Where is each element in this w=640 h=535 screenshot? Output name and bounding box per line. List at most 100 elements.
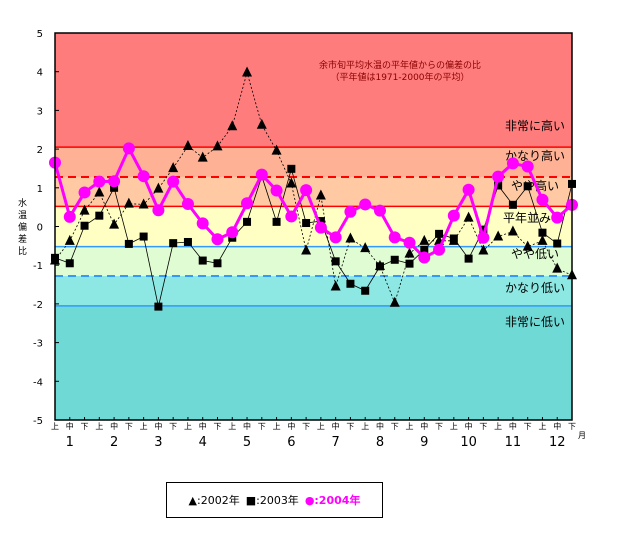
- band-2: [55, 176, 572, 207]
- point-2003: [213, 259, 222, 268]
- x-dekad-label: 中: [66, 421, 74, 431]
- point-2002: [419, 234, 430, 245]
- point-2002: [227, 120, 238, 131]
- y-tick-label: 0: [37, 223, 43, 234]
- point-2002: [463, 211, 474, 222]
- band-6: [55, 305, 572, 420]
- point-2003: [508, 200, 517, 209]
- x-month-label: 5: [243, 435, 251, 450]
- x-dekad-label: 中: [199, 421, 207, 431]
- point-2004: [255, 168, 268, 181]
- point-2004: [477, 231, 490, 244]
- point-2004: [211, 233, 224, 246]
- x-dekad-label: 上: [494, 422, 502, 431]
- point-2002: [345, 232, 356, 243]
- point-2002: [271, 144, 282, 155]
- point-2003: [538, 228, 547, 237]
- point-2003: [420, 245, 429, 254]
- x-dekad-label: 上: [228, 422, 236, 431]
- x-dekad-label: 下: [169, 422, 177, 431]
- point-2002: [182, 140, 193, 151]
- x-month-label: 11: [505, 435, 522, 450]
- point-2003: [523, 182, 532, 191]
- point-2003: [464, 254, 473, 263]
- point-2004: [152, 204, 165, 217]
- x-dekad-label: 中: [553, 421, 561, 431]
- x-month-label: 6: [287, 435, 295, 450]
- x-dekad-label: 上: [406, 422, 414, 431]
- x-dekad-label: 下: [346, 422, 354, 431]
- point-2002: [389, 296, 400, 307]
- y-tick-label: -5: [33, 416, 43, 427]
- point-2003: [494, 181, 503, 190]
- point-2002: [537, 234, 548, 245]
- point-2003: [553, 239, 562, 248]
- x-dekad-label: 上: [538, 422, 546, 431]
- legend-2002: ▲:2002年: [188, 494, 240, 507]
- point-2004: [63, 210, 76, 223]
- point-2003: [169, 239, 178, 248]
- y-tick-label: -2: [33, 300, 43, 311]
- x-month-label: 9: [420, 435, 428, 450]
- point-2004: [447, 209, 460, 222]
- y-tick-label: -4: [33, 377, 43, 388]
- point-2004: [285, 210, 298, 223]
- point-2003: [139, 232, 148, 241]
- x-month-label: 8: [376, 435, 384, 450]
- x-dekad-label: 下: [213, 422, 221, 431]
- x-dekad-label: 下: [302, 422, 310, 431]
- point-2004: [241, 197, 254, 210]
- series-line: [54, 70, 573, 304]
- point-2004: [388, 231, 401, 244]
- point-2004: [329, 231, 342, 244]
- point-2003: [449, 234, 458, 243]
- point-2002: [123, 197, 134, 208]
- x-dekad-label: 上: [51, 422, 59, 431]
- point-2003: [346, 279, 355, 288]
- point-2004: [506, 157, 519, 170]
- legend: ▲:2002年 ■:2003年 ●:2004年: [166, 482, 383, 518]
- x-dekad-label: 下: [391, 422, 399, 431]
- point-2002: [522, 240, 533, 251]
- point-2003: [65, 259, 74, 268]
- point-2004: [344, 205, 357, 218]
- point-2002: [256, 118, 267, 129]
- point-2003: [479, 225, 488, 234]
- point-2004: [270, 184, 283, 197]
- band-label: 平年並み: [503, 211, 551, 225]
- x-dekad-label: 下: [568, 422, 576, 431]
- point-2002: [64, 234, 75, 245]
- x-unit-label: 月: [578, 431, 586, 440]
- chart-title: 余市旬平均水温の平年値からの偏差の比: [319, 59, 481, 71]
- x-dekad-label: 上: [140, 422, 148, 431]
- x-dekad-label: 中: [287, 421, 295, 431]
- point-2003: [198, 256, 207, 265]
- x-dekad-label: 上: [317, 422, 325, 431]
- x-month-label: 1: [66, 435, 74, 450]
- point-2002: [138, 198, 149, 209]
- point-2004: [314, 221, 327, 234]
- x-dekad-label: 下: [81, 422, 89, 431]
- band-label: 非常に高い: [505, 118, 565, 133]
- y-tick-label: 1: [37, 184, 43, 195]
- legend-2003: ■:2003年: [245, 494, 299, 507]
- point-2003: [390, 255, 399, 264]
- x-dekad-label: 上: [95, 422, 103, 431]
- point-2004: [93, 175, 106, 188]
- point-2003: [331, 257, 340, 266]
- point-2002: [404, 247, 415, 258]
- point-2002: [94, 186, 105, 197]
- point-2004: [167, 175, 180, 188]
- x-month-label: 7: [332, 435, 340, 450]
- point-2002: [552, 262, 563, 273]
- point-2003: [243, 217, 252, 226]
- y-tick-label: -3: [33, 339, 43, 350]
- x-dekad-label: 中: [243, 421, 251, 431]
- point-2002: [507, 225, 518, 236]
- x-dekad-label: 下: [479, 422, 487, 431]
- legend-2004: ●:2004年: [304, 494, 361, 507]
- x-dekad-label: 下: [125, 422, 133, 431]
- point-2002: [478, 244, 489, 255]
- point-2004: [462, 183, 475, 196]
